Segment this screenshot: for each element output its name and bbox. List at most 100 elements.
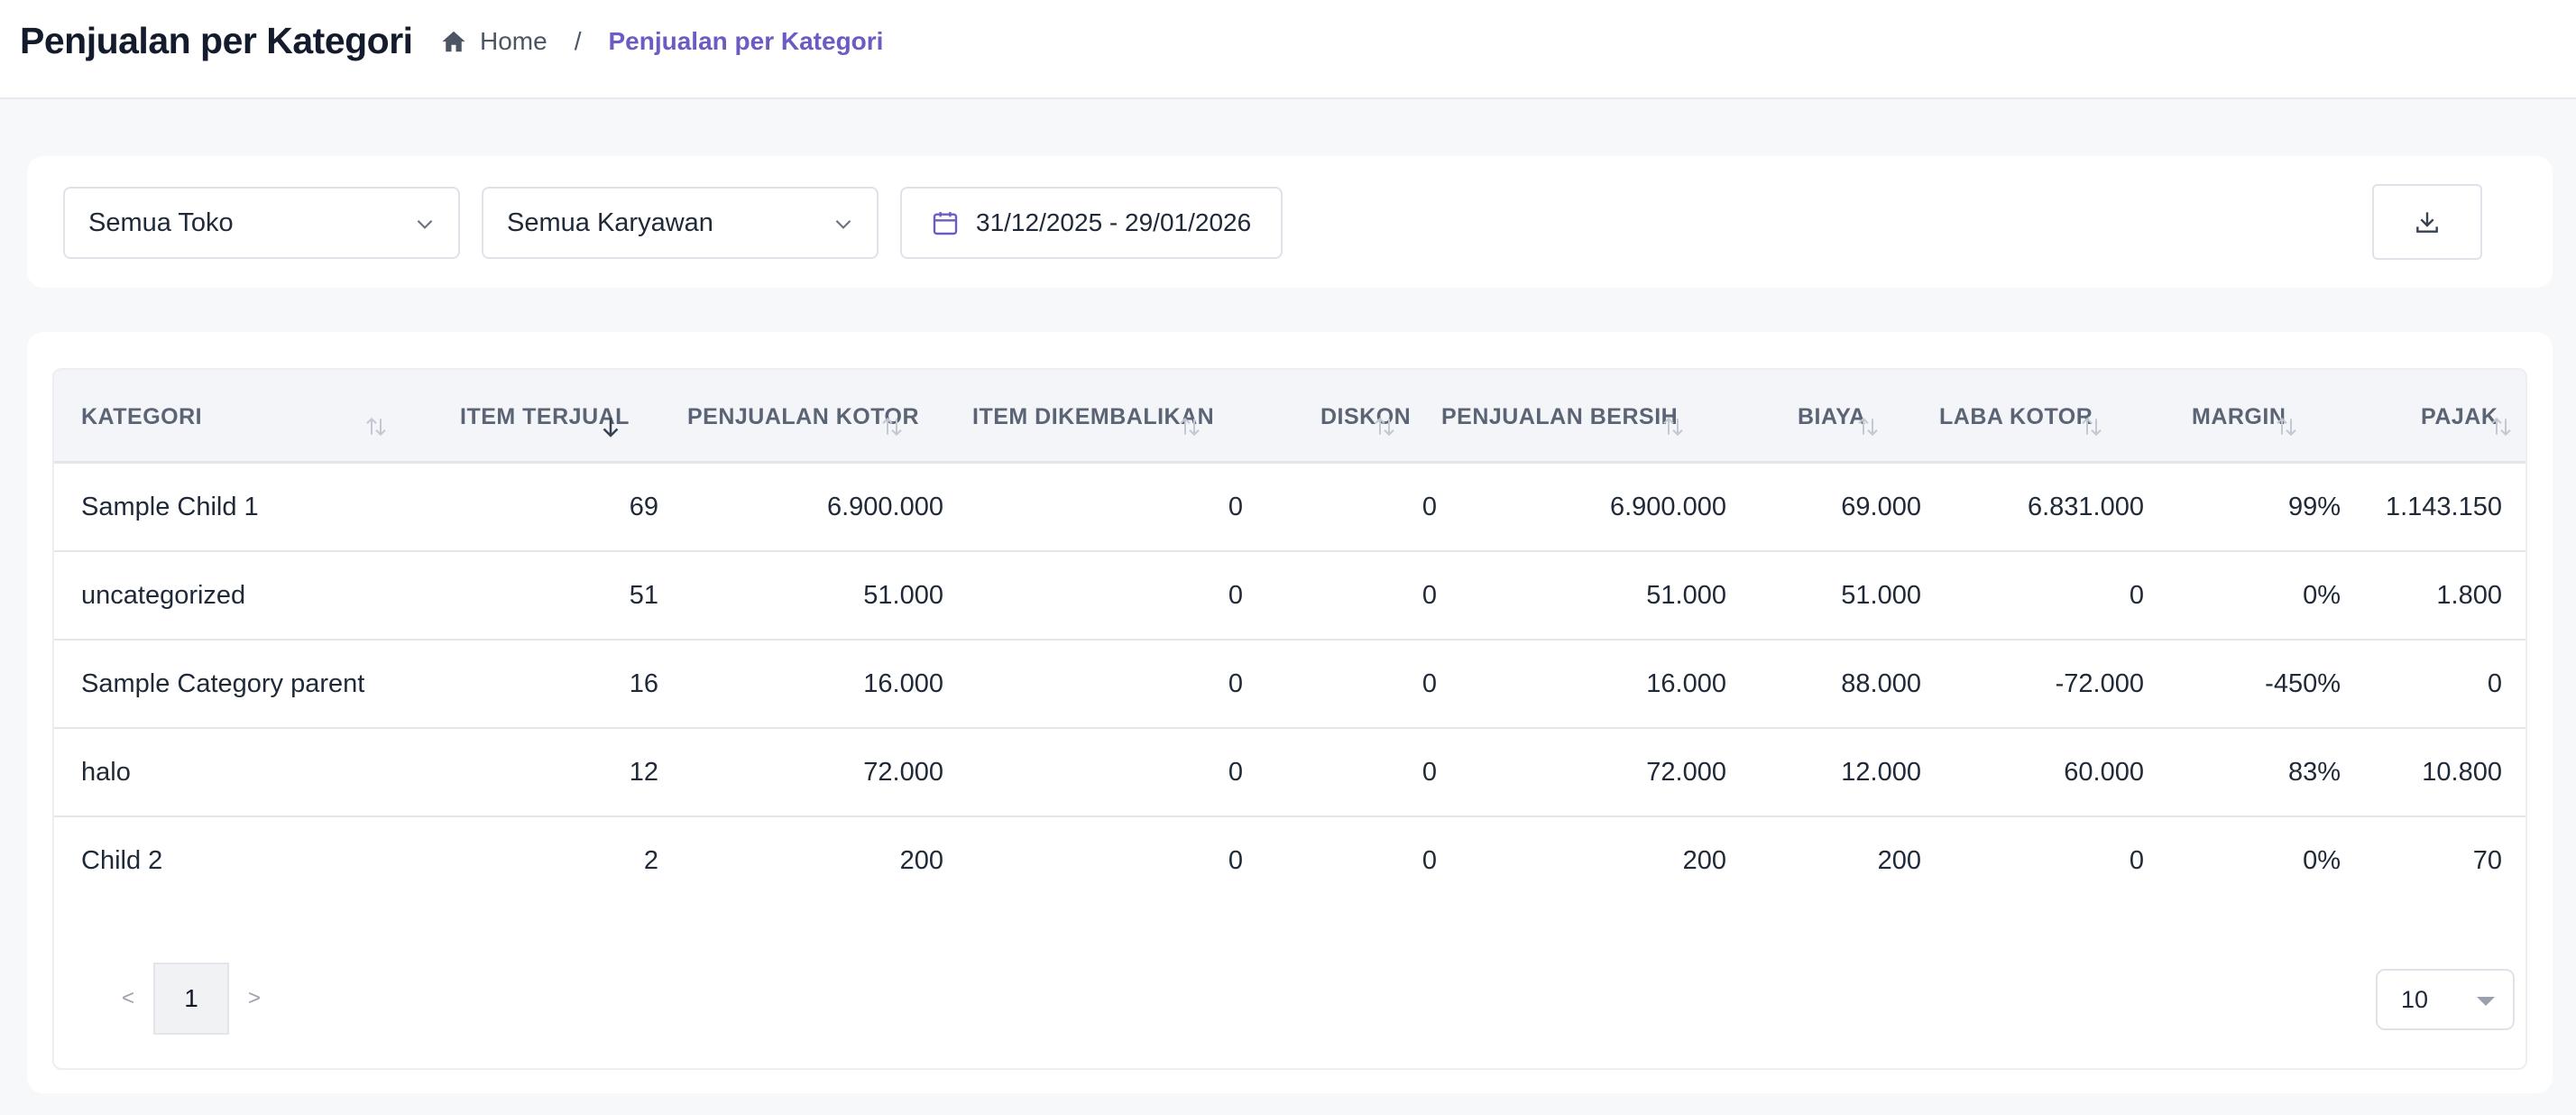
sort-icon[interactable]	[879, 413, 906, 440]
cell-margin: 99%	[2287, 493, 2341, 521]
cell-item-terjual: 51	[629, 581, 658, 610]
sort-icon[interactable]	[1660, 413, 1687, 440]
table-row: halo 12 72.000 0 0 72.000 12.000 60.000 …	[54, 729, 2525, 817]
calendar-icon	[933, 212, 958, 235]
cell-biaya: 200	[1877, 846, 1921, 875]
sort-desc-icon[interactable]	[597, 413, 624, 440]
employee-select-value: Semua Karyawan	[507, 207, 713, 237]
cell-item-dikembalikan: 0	[1228, 581, 1243, 610]
cell-item-dikembalikan: 0	[1228, 846, 1243, 875]
page-1-button[interactable]: 1	[153, 963, 229, 1035]
cell-kategori: Sample Child 1	[81, 493, 259, 521]
sort-icon[interactable]	[363, 413, 390, 440]
sort-icon[interactable]	[2273, 413, 2300, 440]
col-biaya[interactable]: BIAYA	[1798, 404, 1866, 429]
table-row: uncategorized 51 51.000 0 0 51.000 51.00…	[54, 552, 2525, 640]
breadcrumb-current: Penjualan per Kategori	[608, 27, 884, 55]
cell-item-dikembalikan: 0	[1228, 669, 1243, 698]
page-size-value: 10	[2401, 985, 2429, 1013]
cell-item-terjual: 12	[629, 758, 658, 787]
col-laba-kotor[interactable]: LABA KOTOR	[1939, 404, 2093, 429]
cell-laba-kotor: 60.000	[2064, 758, 2144, 787]
cell-penjualan-kotor: 51.000	[863, 581, 943, 610]
date-range-picker[interactable]: 31/12/2025 - 29/01/2026	[900, 187, 1283, 259]
col-kategori[interactable]: KATEGORI	[81, 404, 203, 429]
cell-kategori: Sample Category parent	[81, 669, 365, 698]
cell-laba-kotor: 6.831.000	[2027, 493, 2144, 521]
cell-pajak: 1.143.150	[2385, 493, 2502, 521]
pagination: < 1 >	[103, 961, 280, 1037]
sort-icon[interactable]	[1176, 413, 1203, 440]
table-row: Child 2 2 200 0 0 200 200 0 0% 70	[54, 817, 2525, 906]
breadcrumb: Home / Penjualan per Kategori	[440, 27, 883, 56]
cell-biaya: 69.000	[1841, 493, 1921, 521]
store-select-value: Semua Toko	[88, 207, 234, 237]
cell-penjualan-kotor: 6.900.000	[826, 493, 943, 521]
store-select[interactable]: Semua Toko	[63, 187, 460, 259]
cell-penjualan-bersih: 200	[1682, 846, 1726, 875]
caret-down-icon	[2477, 997, 2495, 1006]
cell-pajak: 70	[2472, 846, 2502, 875]
cell-diskon: 0	[1421, 581, 1437, 610]
prev-page-button[interactable]: <	[121, 986, 134, 1010]
employee-select[interactable]: Semua Karyawan	[482, 187, 879, 259]
cell-pajak: 0	[2487, 669, 2502, 698]
cell-penjualan-bersih: 51.000	[1646, 581, 1726, 610]
table-header: KATEGORI ITEM TERJUAL PENJUALAN KOTOR IT…	[54, 370, 2525, 464]
date-range-value: 31/12/2025 - 29/01/2026	[976, 208, 1252, 236]
chevron-down-icon	[835, 219, 851, 229]
cell-pajak: 1.800	[2436, 581, 2502, 610]
col-item-terjual[interactable]: ITEM TERJUAL	[460, 404, 630, 429]
cell-diskon: 0	[1421, 493, 1437, 521]
next-page-button[interactable]: >	[247, 986, 261, 1010]
col-penjualan-bersih[interactable]: PENJUALAN BERSIH	[1441, 404, 1679, 429]
cell-penjualan-kotor: 72.000	[863, 758, 943, 787]
cell-penjualan-kotor: 16.000	[863, 669, 943, 698]
cell-biaya: 51.000	[1841, 581, 1921, 610]
cell-item-dikembalikan: 0	[1228, 758, 1243, 787]
chevron-down-icon	[417, 219, 433, 229]
cell-pajak: 10.800	[2422, 758, 2502, 787]
cell-kategori: halo	[81, 758, 131, 787]
cell-laba-kotor: -72.000	[2055, 669, 2144, 698]
cell-item-terjual: 69	[629, 493, 658, 521]
page-title: Penjualan per Kategori	[20, 20, 413, 61]
sort-icon[interactable]	[1371, 413, 1398, 440]
cell-penjualan-bersih: 16.000	[1646, 669, 1726, 698]
download-icon	[2416, 212, 2438, 233]
cell-item-terjual: 16	[629, 669, 658, 698]
cell-item-terjual: 2	[643, 846, 658, 875]
sort-icon[interactable]	[2078, 413, 2105, 440]
cell-diskon: 0	[1421, 758, 1437, 787]
col-diskon[interactable]: DISKON	[1320, 404, 1412, 429]
cell-biaya: 12.000	[1841, 758, 1921, 787]
table-row: Sample Child 1 69 6.900.000 0 0 6.900.00…	[54, 464, 2525, 552]
download-button[interactable]	[2372, 184, 2482, 260]
cell-penjualan-kotor: 200	[899, 846, 943, 875]
report-card: KATEGORI ITEM TERJUAL PENJUALAN KOTOR IT…	[27, 332, 2553, 1093]
page-size-select[interactable]: 10	[2376, 969, 2515, 1030]
cell-margin: 83%	[2287, 758, 2341, 787]
cell-diskon: 0	[1421, 846, 1437, 875]
cell-kategori: Child 2	[81, 846, 163, 875]
cell-item-dikembalikan: 0	[1228, 493, 1243, 521]
col-pajak[interactable]: PAJAK	[2421, 404, 2498, 429]
breadcrumb-home[interactable]: Home	[440, 27, 547, 56]
col-item-dikembalikan[interactable]: ITEM DIKEMBALIKAN	[972, 404, 1215, 429]
breadcrumb-separator: /	[574, 27, 582, 55]
table-row: Sample Category parent 16 16.000 0 0 16.…	[54, 640, 2525, 729]
cell-margin: 0%	[2303, 846, 2341, 875]
home-icon	[442, 31, 465, 52]
cell-margin: 0%	[2303, 581, 2341, 610]
col-penjualan-kotor[interactable]: PENJUALAN KOTOR	[687, 404, 920, 429]
cell-penjualan-bersih: 72.000	[1646, 758, 1726, 787]
cell-laba-kotor: 0	[2129, 581, 2144, 610]
sort-icon[interactable]	[2488, 413, 2515, 440]
cell-penjualan-bersih: 6.900.000	[1609, 493, 1726, 521]
col-margin[interactable]: MARGIN	[2192, 404, 2286, 429]
cell-kategori: uncategorized	[81, 581, 246, 610]
filter-bar: Semua Toko Semua Karyawan 31/12/2025 - 2…	[27, 156, 2553, 288]
page-header: Penjualan per Kategori Home / Penjualan …	[0, 0, 2576, 99]
breadcrumb-home-label: Home	[480, 27, 547, 55]
sort-icon[interactable]	[1854, 413, 1881, 440]
